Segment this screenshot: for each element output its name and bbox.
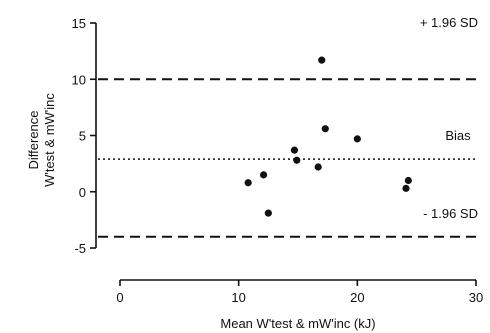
data-point	[321, 125, 329, 133]
y-axis-label-line-2: W'test & mW'inc	[42, 93, 57, 187]
x-axis: 0 10 20 30	[116, 279, 483, 305]
data-point	[402, 184, 410, 192]
y-axis-label-line-1: Difference	[26, 110, 41, 169]
y-tick-label: -5	[74, 241, 86, 256]
x-tick-label: 30	[469, 290, 483, 305]
x-tick-label: 20	[350, 290, 364, 305]
data-point	[318, 56, 326, 64]
data-point	[244, 179, 252, 187]
x-tick-label: 0	[116, 290, 123, 305]
y-tick-label: 15	[72, 16, 86, 31]
bias-label: Bias	[445, 128, 471, 143]
y-tick-label: 10	[72, 72, 86, 87]
reference-lines	[98, 78, 478, 238]
data-point	[404, 176, 412, 185]
data-point	[293, 156, 301, 164]
y-axis: -5 0 5 10 15	[72, 16, 97, 256]
data-points	[244, 56, 412, 217]
y-tick-label: 0	[79, 185, 86, 200]
data-point	[314, 163, 322, 171]
data-point	[353, 135, 361, 143]
data-point	[259, 171, 268, 179]
x-tick-label: 10	[231, 290, 245, 305]
upper-loa-label: + 1.96 SD	[420, 15, 478, 30]
x-axis-label: Mean W'test & mW'inc (kJ)	[220, 316, 375, 331]
lower-loa-label: - 1.96 SD	[423, 206, 478, 221]
data-point	[290, 146, 299, 154]
y-tick-label: 5	[79, 129, 86, 144]
data-point	[264, 209, 272, 217]
